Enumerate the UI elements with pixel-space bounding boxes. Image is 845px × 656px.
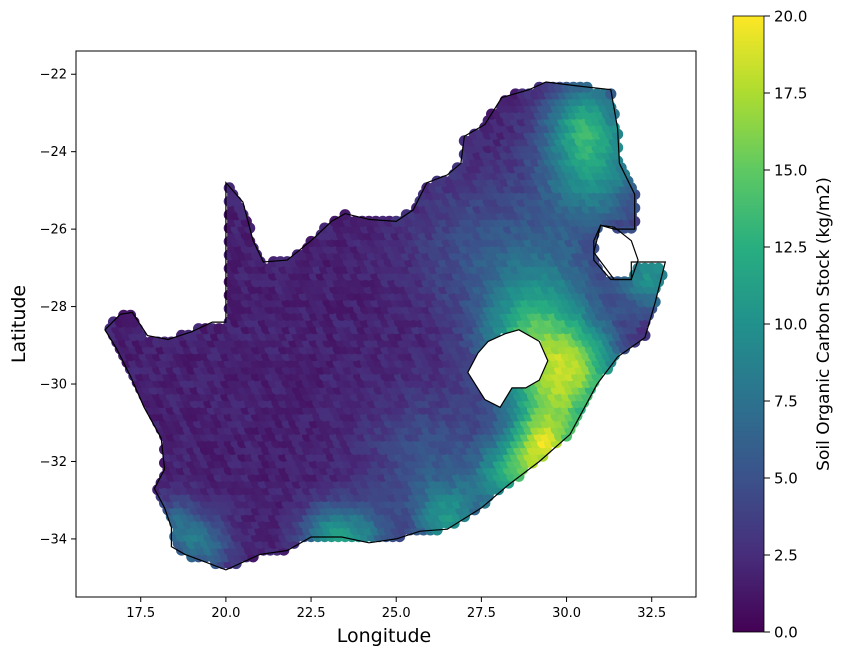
colorbar-ticks: 0.0 2.5 5.0 7.5 10.0 12.5 15.0 17.5 20.0 xyxy=(764,8,807,642)
colorbar-tick-label: 2.5 xyxy=(774,547,798,565)
data-point xyxy=(339,209,351,221)
colorbar-tick-label: 17.5 xyxy=(774,85,807,103)
x-tick-label: 27.5 xyxy=(467,606,496,621)
data-point xyxy=(652,262,665,274)
x-tick-label: 20.0 xyxy=(211,606,240,621)
x-tick-label: 22.5 xyxy=(297,606,326,621)
colorbar: 0.0 2.5 5.0 7.5 10.0 12.5 15.0 17.5 20.0 Soil Or… xyxy=(732,8,834,642)
y-axis-title: Latitude xyxy=(8,285,30,363)
y-tick-label: −28 xyxy=(40,300,67,315)
y-tick-label: −30 xyxy=(40,378,67,393)
y-tick-label: −32 xyxy=(40,455,67,470)
x-tick-label: 25.0 xyxy=(382,606,411,621)
plot-area xyxy=(75,50,697,598)
colorbar-gradient xyxy=(732,15,765,633)
y-tick-label: −22 xyxy=(40,68,67,83)
x-axis-title: Longitude xyxy=(337,625,432,647)
colorbar-title: Soil Organic Carbon Stock (kg/m2) xyxy=(814,177,834,471)
x-tick-label: 17.5 xyxy=(126,606,155,621)
x-tick-label: 32.5 xyxy=(637,606,666,621)
y-tick-label: −34 xyxy=(40,532,67,547)
eswatini-border xyxy=(593,224,639,281)
colorbar-tick-label: 20.0 xyxy=(774,8,807,26)
colorbar-tick-label: 12.5 xyxy=(774,239,807,257)
y-axis: −22 −24 −26 −28 −30 −32 −34 xyxy=(40,68,76,547)
colorbar-tick-label: 5.0 xyxy=(774,470,798,488)
lesotho-border xyxy=(467,329,549,409)
data-point xyxy=(124,309,137,321)
x-tick-label: 30.0 xyxy=(552,606,581,621)
data-point xyxy=(605,88,617,100)
colorbar-tick-label: 15.0 xyxy=(774,162,807,180)
plot-frame xyxy=(75,50,697,598)
y-tick-label: −24 xyxy=(40,145,67,160)
colorbar-tick-label: 10.0 xyxy=(774,316,807,334)
colorbar-tick-label: 7.5 xyxy=(774,393,798,411)
y-tick-label: −26 xyxy=(40,223,67,238)
x-axis: 17.5 20.0 22.5 25.0 27.5 30.0 32.5 xyxy=(126,597,666,621)
colorbar-tick-label: 0.0 xyxy=(774,624,798,642)
